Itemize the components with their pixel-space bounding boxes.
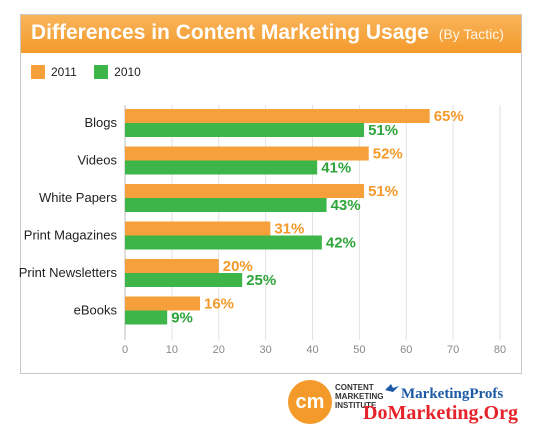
x-tick-label: 80 bbox=[494, 344, 506, 356]
bar-2010 bbox=[125, 310, 168, 325]
chart-title: Differences in Content Marketing Usage bbox=[31, 21, 429, 44]
legend-label-2010: 2010 bbox=[114, 65, 141, 79]
bar-2011 bbox=[125, 146, 369, 161]
data-label-2011: 20% bbox=[223, 258, 253, 275]
bar-2011 bbox=[125, 109, 430, 123]
legend-item-2011: 2011 bbox=[31, 65, 77, 79]
category-label: White Papers bbox=[39, 190, 118, 205]
data-label-2010: 9% bbox=[171, 310, 193, 327]
data-label-2010: 43% bbox=[331, 197, 361, 214]
x-tick-label: 30 bbox=[260, 344, 272, 356]
data-label-2010: 25% bbox=[246, 272, 276, 289]
x-tick-label: 10 bbox=[166, 344, 178, 356]
data-label-2011: 52% bbox=[373, 146, 403, 163]
legend-swatch-2011 bbox=[31, 65, 45, 79]
category-label: Print Magazines bbox=[24, 228, 118, 243]
category-label: Print Newsletters bbox=[19, 265, 118, 280]
data-label-2011: 51% bbox=[368, 183, 398, 200]
bird-icon bbox=[385, 384, 399, 392]
legend-item-2010: 2010 bbox=[94, 65, 141, 79]
bar-2011 bbox=[125, 296, 200, 311]
data-label-2011: 16% bbox=[204, 296, 234, 313]
marketingprofs-logo: MarketingProfs bbox=[401, 386, 504, 402]
category-label: Blogs bbox=[84, 115, 117, 130]
category-label: Videos bbox=[77, 153, 117, 168]
x-tick-label: 50 bbox=[353, 344, 365, 356]
footer-logos: cm CONTENT MARKETING INSTITUTE Marketing… bbox=[285, 378, 539, 433]
bar-2011 bbox=[125, 184, 365, 198]
legend-label-2011: 2011 bbox=[51, 65, 77, 79]
x-tick-label: 0 bbox=[122, 344, 128, 356]
data-label-2010: 51% bbox=[368, 122, 398, 139]
bar-2010 bbox=[125, 198, 327, 212]
legend-swatch-2010 bbox=[94, 65, 109, 79]
watermark: DoMarketing.Org bbox=[363, 402, 518, 424]
cmi-logo: cm bbox=[288, 380, 332, 424]
category-label: eBooks bbox=[74, 303, 118, 318]
x-tick-label: 60 bbox=[400, 344, 412, 356]
data-label-2010: 41% bbox=[321, 160, 351, 177]
title-bar: Differences in Content Marketing Usage (… bbox=[21, 15, 521, 53]
data-label-2010: 42% bbox=[326, 235, 356, 252]
data-label-2011: 65% bbox=[434, 108, 464, 125]
legend: 2011 2010 bbox=[31, 65, 155, 82]
bar-2010 bbox=[125, 235, 322, 250]
chart-subtitle: (By Tactic) bbox=[438, 26, 504, 42]
x-tick-label: 70 bbox=[447, 344, 459, 356]
bar-2010 bbox=[125, 123, 365, 137]
bar-2011 bbox=[125, 259, 219, 273]
chart-frame: Differences in Content Marketing Usage (… bbox=[20, 14, 522, 374]
x-tick-label: 40 bbox=[306, 344, 318, 356]
bar-2011 bbox=[125, 221, 271, 236]
bar-2010 bbox=[125, 273, 243, 287]
data-label-2011: 31% bbox=[274, 221, 304, 238]
bar-2010 bbox=[125, 160, 318, 175]
cmi-name: CONTENT MARKETING INSTITUTE bbox=[335, 383, 384, 410]
x-tick-label: 20 bbox=[213, 344, 225, 356]
